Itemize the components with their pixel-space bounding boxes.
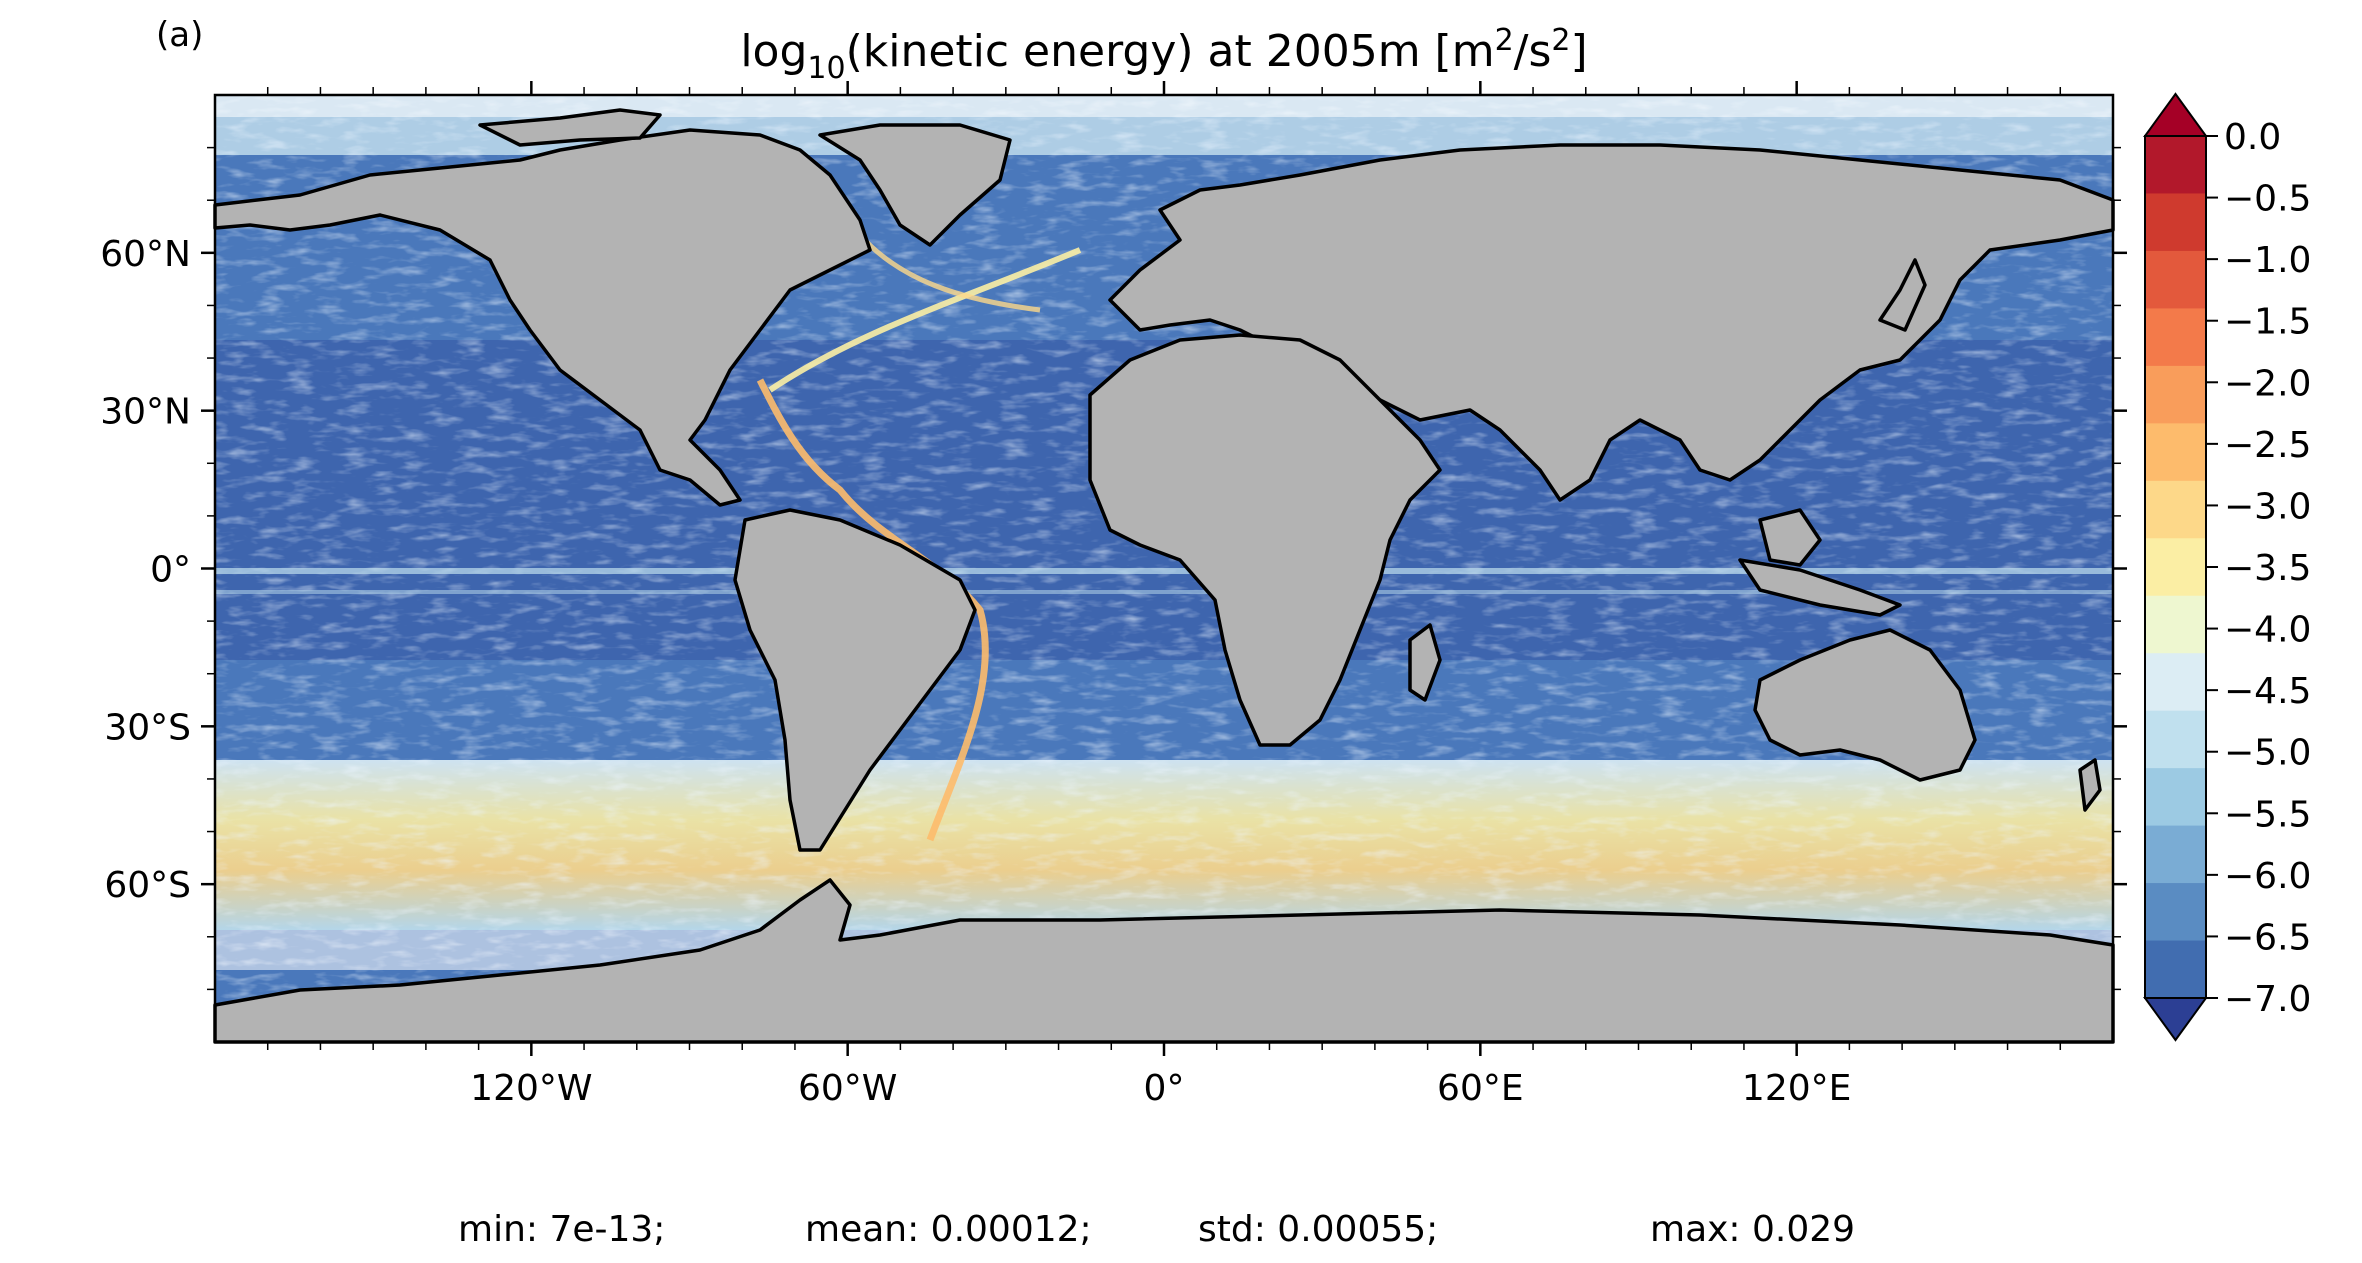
land-antarctica: [213, 878, 2115, 1044]
colorbar-segments: [2143, 92, 2208, 1042]
colorbar-segment: [2145, 883, 2206, 942]
chart-title: log10(kinetic energy) at 2005m [m2/s2]: [740, 23, 1587, 86]
y-tick-label: 60°N: [100, 234, 191, 275]
colorbar-segment: [2145, 825, 2206, 884]
colorbar-tick-label: −2.0: [2224, 363, 2311, 404]
colorbar-tick-label: −6.5: [2224, 917, 2311, 958]
land-new-zealand: [2078, 758, 2102, 812]
colorbar-segment: [2145, 136, 2206, 194]
colorbar-extend-low: [2143, 997, 2208, 1042]
colorbar-segment: [2145, 423, 2206, 482]
colorbar-tick-label: −7.0: [2224, 979, 2311, 1020]
stat-min: min: 7e-13;: [458, 1209, 665, 1250]
colorbar-segment: [2145, 710, 2206, 769]
land-africa: [1088, 333, 1442, 747]
colorbar-tick-label: −5.5: [2224, 794, 2311, 835]
land-madagascar: [1408, 623, 1442, 702]
colorbar-segment: [2145, 768, 2206, 827]
land-indonesia: [1738, 558, 1902, 617]
colorbar-segment: [2145, 595, 2206, 654]
land-arctic-islands: [478, 108, 662, 147]
colorbar-tick-label: −0.5: [2224, 179, 2311, 220]
colorbar-segment: [2145, 365, 2206, 424]
colorbar-tick-label: −2.5: [2224, 425, 2311, 466]
colorbar-ticks: 0.0 −0.5 −1.0 −1.5 −2.0 −2.5 −3.0 −3.5 −4.0 −4.5 −…: [2206, 117, 2311, 1020]
colorbar-extend-high: [2143, 92, 2208, 137]
colorbar-tick-label: −4.5: [2224, 671, 2311, 712]
colorbar-tick-label: −6.0: [2224, 856, 2311, 897]
y-tick-label: 60°S: [104, 865, 191, 906]
x-tick-label: 60°W: [798, 1068, 897, 1109]
colorbar-segment: [2145, 480, 2206, 539]
colorbar-segment: [2145, 940, 2206, 999]
colorbar: 0.0 −0.5 −1.0 −1.5 −2.0 −2.5 −3.0 −3.5 −4.0 −4.5 −…: [2143, 92, 2311, 1042]
land-borneo: [1758, 508, 1822, 567]
y-tick-label: 30°S: [104, 707, 191, 748]
x-tick-label: 0°: [1144, 1068, 1185, 1109]
colorbar-segment: [2145, 308, 2206, 367]
colorbar-tick-label: −3.0: [2224, 486, 2311, 527]
land-south-america: [733, 508, 977, 852]
colorbar-segment: [2145, 250, 2206, 309]
map-panel: 120°W 60°W 0° 60°E 120°E 60°N 30°N 0° 30°S 60°S: [100, 81, 2127, 1109]
x-tick-label: 120°E: [1742, 1068, 1851, 1109]
y-tick-label: 0°: [150, 550, 191, 591]
stats-line: min: 7e-13; mean: 0.00012; std: 0.00055;…: [458, 1209, 1855, 1250]
land-japan: [1878, 258, 1927, 332]
colorbar-tick-label: −5.0: [2224, 733, 2311, 774]
colorbar-tick-label: −1.0: [2224, 240, 2311, 281]
x-tick-label: 60°E: [1437, 1068, 1524, 1109]
stat-std: std: 0.00055;: [1198, 1209, 1438, 1250]
colorbar-segment: [2145, 538, 2206, 597]
axis-ticks: 120°W 60°W 0° 60°E 120°E 60°N 30°N 0° 30°S 60°S: [100, 81, 2127, 1109]
colorbar-tick-label: −4.0: [2224, 610, 2311, 651]
colorbar-tick-label: 0.0: [2224, 117, 2281, 158]
colorbar-segment: [2145, 193, 2206, 252]
x-tick-label: 120°W: [470, 1068, 592, 1109]
stat-max: max: 0.029: [1650, 1209, 1855, 1250]
colorbar-tick-label: −3.5: [2224, 548, 2311, 589]
land-australia: [1753, 628, 1977, 782]
stat-mean: mean: 0.00012;: [805, 1209, 1092, 1250]
y-tick-label: 30°N: [100, 392, 191, 433]
panel-label: (a): [156, 15, 203, 55]
land: [213, 108, 2115, 1044]
colorbar-tick-label: −1.5: [2224, 302, 2311, 343]
colorbar-segment: [2145, 653, 2206, 712]
land-greenland: [818, 123, 1012, 247]
